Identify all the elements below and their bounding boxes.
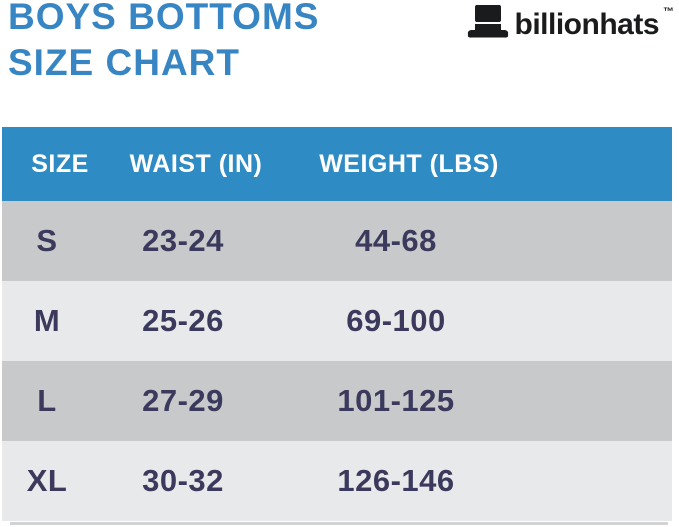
table-row-xl: XL 30-32 126-146 [2,441,672,521]
trademark-symbol: ™ [663,6,674,18]
column-header-size: SIZE [31,149,89,178]
size-cell: S [36,223,58,258]
table-row-l: L 27-29 101-125 [2,361,672,441]
table-header-row: SIZE WAIST (IN) WEIGHT (LBS) [2,127,672,201]
size-cell: L [37,383,57,418]
page-title: BOYS BOTTOMS SIZE CHART [8,0,319,86]
brand-name: billionhats [514,8,660,41]
page-title-line2: SIZE CHART [8,42,240,83]
size-cell: M [33,303,61,338]
column-header-waist: WAIST (IN) [129,149,263,178]
page-title-line1: BOYS BOTTOMS [8,0,320,37]
table-row-m: M 25-26 69-100 [2,281,672,361]
waist-cell: 30-32 [142,463,224,498]
bottom-divider [10,522,668,525]
weight-cell: 101-125 [337,383,455,418]
weight-cell: 69-100 [346,303,446,338]
table-row-s: S 23-24 44-68 [2,201,672,281]
size-cell: XL [26,463,68,498]
brand-logo: billionhats ™ [467,4,674,41]
weight-cell: 126-146 [337,463,455,498]
waist-cell: 23-24 [142,223,224,258]
weight-cell: 44-68 [355,223,437,258]
waist-cell: 25-26 [142,303,224,338]
size-table: SIZE WAIST (IN) WEIGHT (LBS) S 23-24 44-… [2,127,672,521]
column-header-weight: WEIGHT (LBS) [319,149,499,178]
top-hat-icon [467,4,509,41]
waist-cell: 27-29 [142,383,224,418]
